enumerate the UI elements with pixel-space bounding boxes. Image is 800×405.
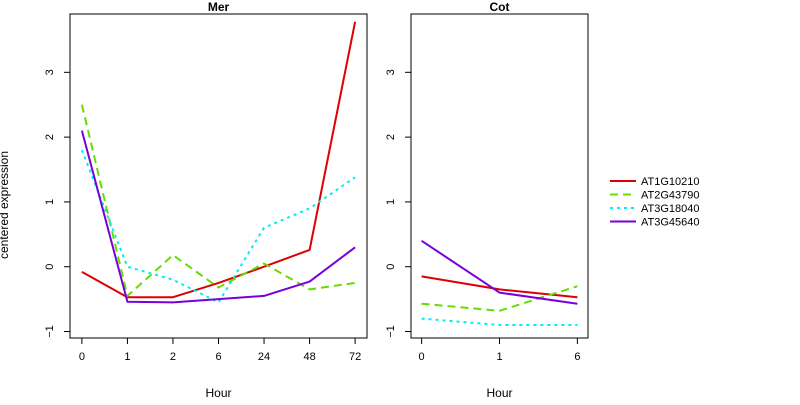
- panel-1-y-tick-label: 1: [385, 199, 397, 205]
- panel-0-series-line-at3g45640: [80, 130, 356, 304]
- panel-cot: Cot 0 1 6 −1 0 1 2 3 Hour: [385, 0, 589, 400]
- panel-1-y-tick-label: 3: [385, 69, 397, 75]
- panel-1-title: Cot: [490, 0, 510, 14]
- panel-0-x-tick-label: 24: [258, 351, 270, 363]
- legend-label-at3g18040: AT3G18040: [641, 203, 700, 215]
- panel-0-y-tick-label: 0: [44, 264, 56, 270]
- panel-0-series-line-at2g43790: [80, 104, 356, 297]
- panel-1-x-tick-label: 6: [574, 351, 580, 363]
- panel-1-series-line-at2g43790: [421, 285, 578, 312]
- legend-label-at2g43790: AT2G43790: [641, 190, 700, 202]
- panel-1-y-tick-label: 0: [385, 264, 397, 270]
- panel-1-series-line-at3g18040: [421, 317, 578, 326]
- panel-0-title: Mer: [208, 0, 230, 14]
- legend-label-at3g45640: AT3G45640: [641, 217, 700, 229]
- panel-1-x-tick-label: 1: [496, 351, 502, 363]
- panel-0-y-tick-label: 2: [44, 134, 56, 140]
- panel-0-x-tick-label: 1: [124, 351, 130, 363]
- panel-1-x-tick-label: 0: [419, 351, 425, 363]
- panel-1-y-tick-label: −1: [385, 325, 397, 338]
- panel-1-x-axis-label: Hour: [486, 386, 512, 400]
- panel-1-y-tick-label: 2: [385, 134, 397, 140]
- panel-0-y-tick-label: 1: [44, 199, 56, 205]
- panel-0-y-tick-label: −1: [44, 325, 56, 338]
- panel-0-x-tick-label: 72: [349, 351, 361, 363]
- panel-0-series-line-at1g10210: [81, 21, 357, 299]
- panel-0-x-tick-label: 6: [215, 351, 221, 363]
- panel-1-series-line-at3g45640: [421, 239, 578, 305]
- panel-0-x-axis-label: Hour: [205, 386, 231, 400]
- panel-0-x-tick-label: 2: [170, 351, 176, 363]
- panel-0-x-tick-label: 48: [303, 351, 315, 363]
- legend-label-at1g10210: AT1G10210: [641, 176, 700, 188]
- y-axis-label: centered expression: [0, 151, 11, 259]
- panel-0-y-tick-label: 3: [44, 69, 56, 75]
- panel-mer: Mer 0 1 2 6 24 48 72 −1 0 1 2 3 Hour: [44, 0, 368, 400]
- panel-0-x-tick-label: 0: [79, 351, 85, 363]
